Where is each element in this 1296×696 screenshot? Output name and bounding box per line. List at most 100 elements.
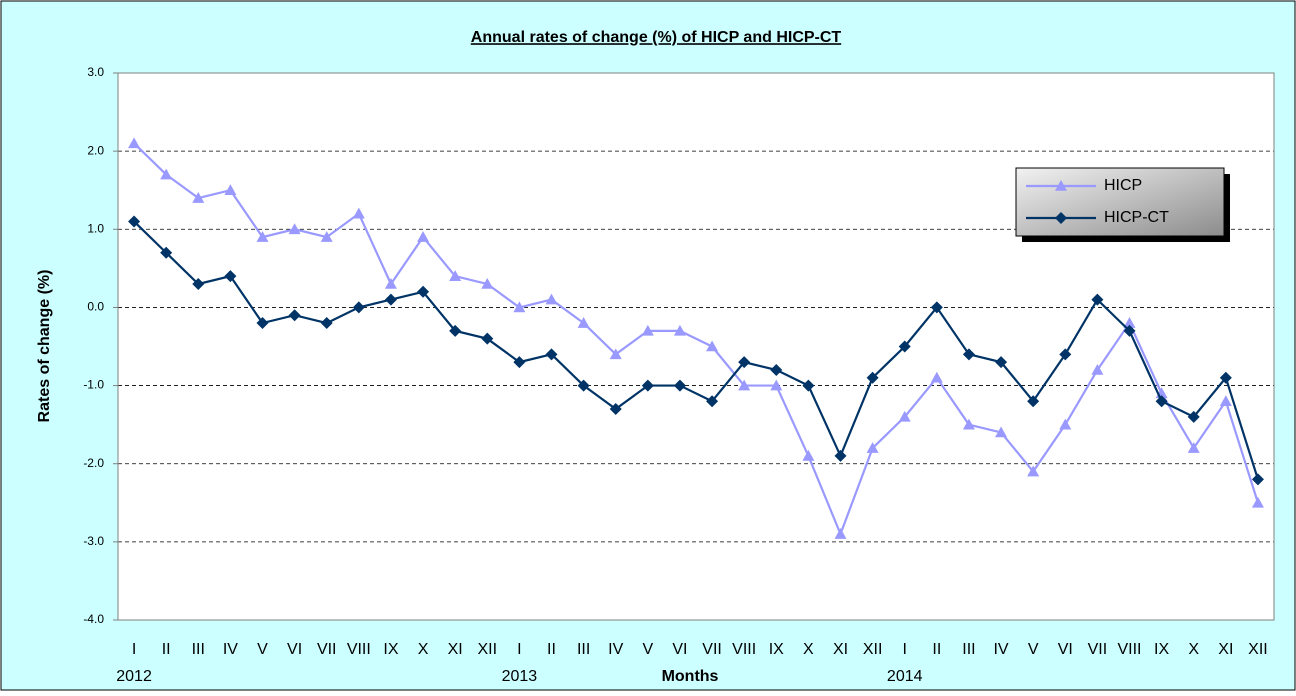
y-tick-label: -2.0	[83, 456, 104, 470]
data-point	[1059, 348, 1072, 361]
x-tick-label: IX	[1154, 641, 1169, 658]
data-point	[288, 309, 301, 322]
data-point	[962, 418, 975, 430]
data-point	[738, 379, 751, 391]
x-tick-label: XI	[833, 641, 848, 658]
x-tick-label: VI	[672, 641, 687, 658]
data-point	[320, 231, 333, 242]
y-tick-label: -4.0	[83, 612, 104, 626]
data-point	[834, 449, 847, 462]
data-point	[930, 371, 943, 383]
legend-marker	[1055, 180, 1067, 191]
data-point	[481, 332, 494, 345]
x-tick-label: VI	[287, 641, 302, 658]
data-point	[128, 215, 141, 228]
x-tick-label: XI	[448, 641, 463, 658]
data-point	[1027, 395, 1040, 408]
data-point	[1219, 371, 1232, 384]
x-tick-label: III	[962, 641, 975, 658]
data-point	[449, 270, 462, 281]
data-point	[192, 277, 205, 290]
data-point	[288, 223, 301, 235]
year-label: 2014	[887, 668, 923, 685]
data-point	[898, 410, 911, 422]
x-tick-label: XI	[1218, 641, 1233, 658]
data-point	[1027, 465, 1040, 477]
data-point	[577, 317, 590, 328]
plot-frame	[117, 72, 1275, 621]
data-point	[417, 285, 430, 298]
data-point	[1091, 293, 1104, 306]
data-point	[352, 301, 365, 314]
data-point	[384, 277, 397, 289]
x-tick-label: I	[902, 641, 906, 658]
data-point	[513, 356, 526, 369]
plot-area	[118, 73, 1274, 620]
x-tick-label: VII	[1088, 641, 1108, 658]
data-point	[481, 277, 494, 289]
data-point	[866, 371, 879, 384]
data-point	[641, 379, 654, 392]
data-point	[513, 301, 526, 313]
data-point	[706, 395, 719, 408]
data-point	[160, 246, 173, 259]
data-point	[738, 356, 751, 369]
data-point	[256, 317, 269, 330]
x-tick-label: V	[257, 641, 268, 658]
x-tick-label: III	[192, 641, 205, 658]
data-point	[1155, 395, 1168, 408]
legend-label: HICP-CT	[1104, 209, 1169, 226]
x-tick-label: I	[132, 641, 136, 658]
data-point	[1187, 442, 1200, 453]
data-point	[802, 379, 815, 392]
data-point	[128, 137, 141, 149]
x-tick-label: VI	[1058, 641, 1073, 658]
y-tick-label: 1.0	[87, 221, 104, 235]
data-point	[898, 340, 911, 353]
year-label: 2012	[116, 668, 152, 685]
y-tick-label: -3.0	[83, 534, 104, 548]
y-axis-label: Rates of change (%)	[36, 270, 53, 423]
data-point	[866, 442, 879, 453]
data-point	[1251, 496, 1264, 508]
data-point	[384, 293, 397, 306]
legend-label: HICP	[1104, 177, 1142, 194]
data-point	[770, 363, 783, 376]
data-point	[256, 231, 269, 242]
data-point	[1091, 363, 1104, 375]
data-point	[802, 449, 815, 461]
series-line	[133, 142, 1259, 538]
x-tick-label: II	[162, 641, 171, 658]
x-tick-label: V	[642, 641, 653, 658]
chart-title: Annual rates of change (%) of HICP and H…	[471, 29, 842, 46]
x-tick-label: X	[418, 641, 429, 658]
data-point	[930, 301, 943, 314]
legend-marker	[1055, 212, 1067, 224]
year-label: 2013	[502, 668, 538, 685]
x-tick-label: V	[1028, 641, 1039, 658]
x-tick-label: VIII	[732, 641, 756, 658]
data-point	[160, 168, 173, 180]
data-point	[320, 317, 333, 330]
data-point	[224, 184, 237, 196]
x-tick-label: II	[932, 641, 941, 658]
y-tick-label: 0.0	[87, 300, 104, 314]
data-point	[834, 528, 847, 539]
x-tick-label: XII	[863, 641, 883, 658]
data-point	[449, 324, 462, 337]
legend: HICP HICP-CT	[1015, 167, 1230, 242]
x-tick-label: I	[517, 641, 521, 658]
data-point	[609, 403, 622, 416]
data-point	[1123, 324, 1136, 337]
y-tick-label: 3.0	[87, 65, 104, 79]
data-point	[1251, 473, 1264, 486]
data-point	[577, 379, 590, 392]
x-tick-label: VII	[317, 641, 337, 658]
y-tick-label: 2.0	[87, 143, 104, 157]
data-point	[545, 293, 558, 305]
legend-box	[1015, 167, 1225, 237]
data-point	[706, 340, 719, 352]
data-point	[1123, 317, 1136, 328]
x-tick-label: IV	[223, 641, 238, 658]
